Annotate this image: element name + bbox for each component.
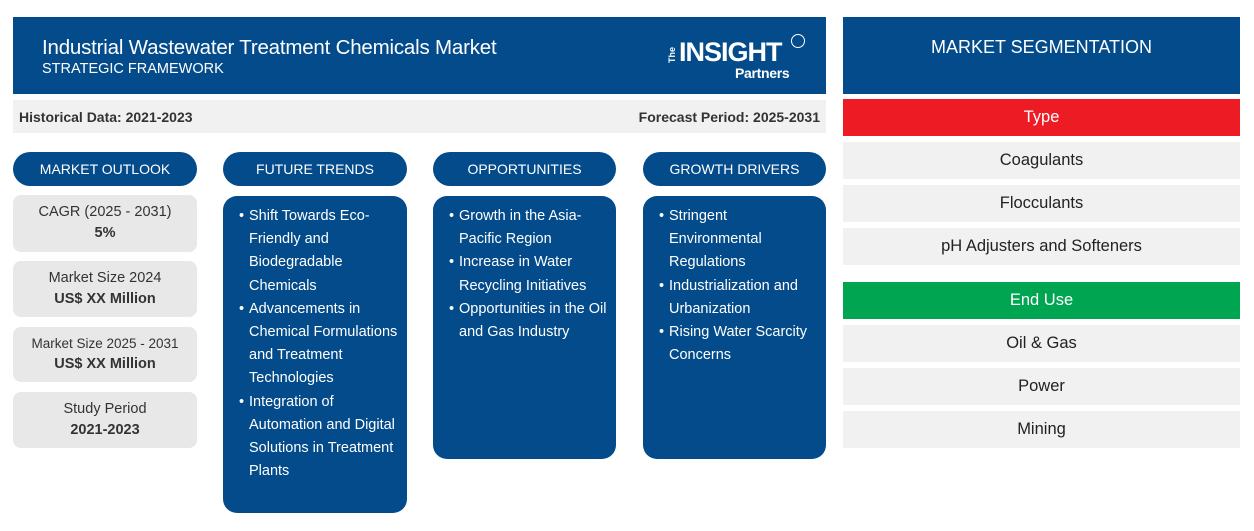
historical-data: Historical Data: 2021-2023 [19, 109, 193, 125]
list-item: Opportunities in the Oil and Gas Industr… [449, 298, 608, 344]
segment-item: Flocculants [843, 185, 1240, 222]
outlook-label: Market Size 2025 - 2031 [31, 336, 179, 351]
growth-drivers-box: Stringent Environmental Regulations Indu… [643, 196, 826, 459]
opportunities-heading: OPPORTUNITIES [433, 152, 616, 186]
segment-item: pH Adjusters and Softeners [843, 228, 1240, 265]
list-item: Integration of Automation and Digital So… [239, 391, 399, 484]
future-trends-box: Shift Towards Eco-Friendly and Biodegrad… [223, 196, 407, 513]
list-item: Shift Towards Eco-Friendly and Biodegrad… [239, 205, 399, 298]
forecast-period: Forecast Period: 2025-2031 [638, 109, 820, 125]
logo-partners: Partners [735, 65, 790, 81]
list-item: Rising Water Scarcity Concerns [659, 321, 818, 367]
growth-drivers-list: Stringent Environmental Regulations Indu… [659, 205, 818, 367]
segment-item: Mining [843, 411, 1240, 448]
future-trends-heading: FUTURE TRENDS [223, 152, 407, 186]
period-bar: Historical Data: 2021-2023 Forecast Peri… [13, 100, 826, 133]
insight-partners-logo: The INSIGHT Partners [667, 33, 807, 83]
opportunities-box: Growth in the Asia-Pacific Region Increa… [433, 196, 616, 459]
page-subtitle: STRATEGIC FRAMEWORK [42, 61, 224, 77]
outlook-value: 5% [94, 225, 116, 241]
list-item: Increase in Water Recycling Initiatives [449, 251, 608, 297]
segment-item: Oil & Gas [843, 325, 1240, 362]
logo-insight: INSIGHT [679, 37, 783, 67]
title-banner: Industrial Wastewater Treatment Chemical… [13, 17, 826, 94]
list-item: Advancements in Chemical Formulations an… [239, 298, 399, 391]
outlook-cagr: CAGR (2025 - 2031) 5% [13, 195, 197, 252]
outlook-value: US$ XX Million [54, 356, 156, 372]
growth-drivers-heading: GROWTH DRIVERS [643, 152, 826, 186]
future-trends-list: Shift Towards Eco-Friendly and Biodegrad… [239, 205, 399, 483]
list-item: Growth in the Asia-Pacific Region [449, 205, 608, 251]
outlook-label: Market Size 2024 [48, 270, 162, 286]
segment-category-type: Type [843, 99, 1240, 136]
opportunities-list: Growth in the Asia-Pacific Region Increa… [449, 205, 608, 344]
list-item: Industrialization and Urbanization [659, 275, 818, 321]
outlook-market-size-forecast: Market Size 2025 - 2031 US$ XX Million [13, 327, 197, 382]
logo-ring-icon [791, 34, 805, 48]
page-title: Industrial Wastewater Treatment Chemical… [42, 36, 497, 59]
outlook-label: CAGR (2025 - 2031) [38, 204, 172, 220]
segment-item: Power [843, 368, 1240, 405]
logo-the: The [667, 46, 677, 63]
list-item: Stringent Environmental Regulations [659, 205, 818, 275]
market-outlook-heading: MARKET OUTLOOK [13, 152, 197, 186]
outlook-market-size-2024: Market Size 2024 US$ XX Million [13, 261, 197, 317]
outlook-value: US$ XX Million [54, 291, 156, 307]
segment-item: Coagulants [843, 142, 1240, 179]
segment-category-end-use: End Use [843, 282, 1240, 319]
market-segmentation-heading: MARKET SEGMENTATION [843, 17, 1240, 94]
outlook-study-period: Study Period 2021-2023 [13, 392, 197, 448]
outlook-value: 2021-2023 [70, 422, 140, 438]
outlook-label: Study Period [63, 401, 147, 417]
